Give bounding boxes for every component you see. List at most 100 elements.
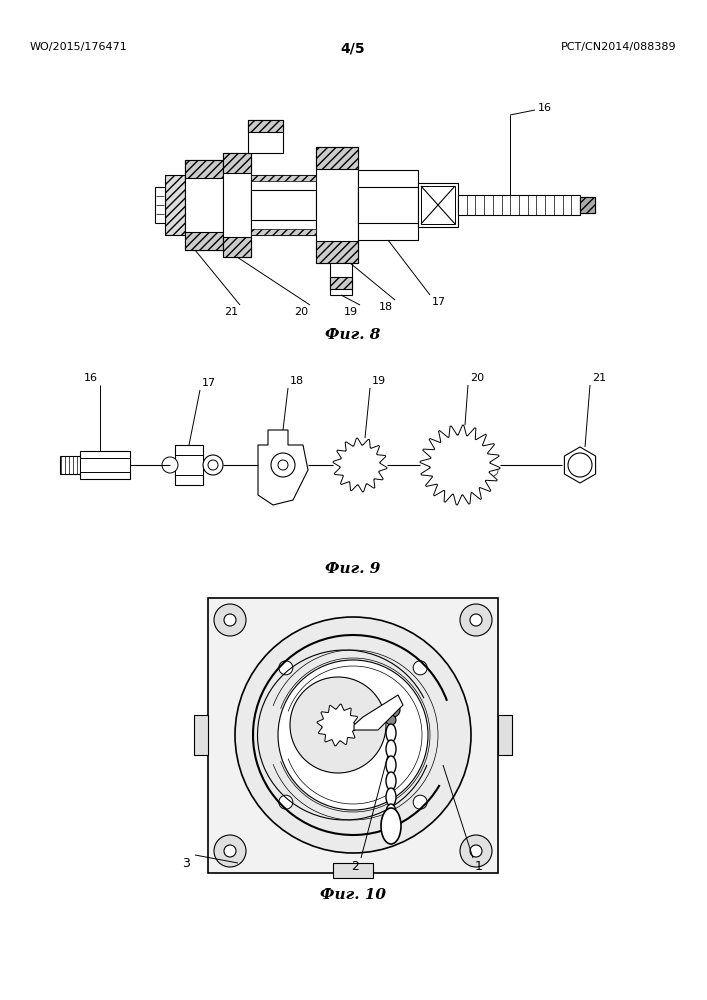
Circle shape <box>386 703 400 717</box>
Text: 20: 20 <box>294 307 308 317</box>
Circle shape <box>224 614 236 626</box>
Text: 16: 16 <box>538 103 552 113</box>
Text: 1: 1 <box>475 860 483 873</box>
Ellipse shape <box>386 756 396 774</box>
Circle shape <box>352 457 368 473</box>
Bar <box>330 277 352 289</box>
Bar <box>185 160 223 178</box>
Bar <box>498 715 512 755</box>
Bar <box>421 186 455 224</box>
Circle shape <box>437 462 443 468</box>
Bar <box>418 183 458 227</box>
Circle shape <box>367 472 373 478</box>
Circle shape <box>467 479 473 485</box>
Polygon shape <box>333 438 387 492</box>
Circle shape <box>278 660 428 810</box>
Circle shape <box>413 661 427 675</box>
Circle shape <box>450 455 470 475</box>
Bar <box>458 195 580 215</box>
Bar <box>80 458 130 472</box>
Bar <box>223 237 251 257</box>
Circle shape <box>470 614 482 626</box>
Bar <box>80 451 130 479</box>
Bar <box>358 187 418 223</box>
Bar <box>155 187 165 223</box>
Text: 4/5: 4/5 <box>341 42 366 56</box>
Ellipse shape <box>386 772 396 790</box>
Bar <box>251 190 316 220</box>
Text: Фиг. 10: Фиг. 10 <box>320 888 386 902</box>
Circle shape <box>386 715 396 725</box>
Polygon shape <box>420 425 500 505</box>
Text: 17: 17 <box>202 378 216 388</box>
Text: 18: 18 <box>290 376 304 386</box>
Bar <box>330 263 352 295</box>
Bar <box>60 456 80 474</box>
Bar <box>251 229 316 235</box>
Circle shape <box>477 462 483 468</box>
Text: Фиг. 8: Фиг. 8 <box>325 328 380 342</box>
Circle shape <box>224 845 236 857</box>
Text: WO/2015/176471: WO/2015/176471 <box>30 42 128 52</box>
Text: 20: 20 <box>470 373 484 383</box>
Ellipse shape <box>386 724 396 742</box>
Circle shape <box>347 452 353 458</box>
Circle shape <box>568 453 592 477</box>
Ellipse shape <box>381 808 401 844</box>
Bar <box>175 455 203 475</box>
Circle shape <box>367 452 373 458</box>
Circle shape <box>347 472 353 478</box>
Bar <box>333 863 373 878</box>
Circle shape <box>279 795 293 809</box>
Bar <box>358 170 418 240</box>
Circle shape <box>203 455 223 475</box>
Bar <box>175 445 203 485</box>
Bar <box>248 120 283 153</box>
Bar <box>223 153 251 173</box>
Circle shape <box>162 457 178 473</box>
Bar <box>223 153 251 257</box>
Bar <box>248 120 283 132</box>
Circle shape <box>214 604 246 636</box>
Ellipse shape <box>386 788 396 806</box>
Circle shape <box>278 460 288 470</box>
Circle shape <box>340 445 380 485</box>
Circle shape <box>214 835 246 867</box>
Circle shape <box>460 835 492 867</box>
Text: 19: 19 <box>344 307 358 317</box>
Text: 16: 16 <box>84 373 98 383</box>
Text: 18: 18 <box>379 302 393 312</box>
Circle shape <box>271 453 295 477</box>
Bar <box>165 175 185 235</box>
Text: 2: 2 <box>351 860 359 873</box>
Circle shape <box>332 719 344 731</box>
Circle shape <box>290 677 386 773</box>
Circle shape <box>460 604 492 636</box>
Polygon shape <box>317 704 359 746</box>
Text: 17: 17 <box>432 297 446 307</box>
Text: 19: 19 <box>372 376 386 386</box>
Text: Фиг. 9: Фиг. 9 <box>325 562 380 576</box>
Circle shape <box>447 445 453 451</box>
Circle shape <box>467 445 473 451</box>
Circle shape <box>430 435 490 495</box>
Text: 21: 21 <box>224 307 238 317</box>
Bar <box>251 175 316 235</box>
Circle shape <box>413 795 427 809</box>
Circle shape <box>235 617 471 853</box>
Circle shape <box>470 845 482 857</box>
Bar <box>251 175 316 181</box>
Ellipse shape <box>386 804 396 822</box>
Bar <box>194 715 208 755</box>
Text: 3: 3 <box>182 857 190 870</box>
Bar <box>185 232 223 250</box>
Bar <box>316 147 358 263</box>
Bar <box>208 598 498 873</box>
Polygon shape <box>564 447 595 483</box>
Bar <box>185 160 223 250</box>
Ellipse shape <box>386 740 396 758</box>
Bar <box>316 147 358 169</box>
Bar <box>316 241 358 263</box>
Text: PCT/CN2014/088389: PCT/CN2014/088389 <box>561 42 677 52</box>
Bar <box>580 197 595 213</box>
